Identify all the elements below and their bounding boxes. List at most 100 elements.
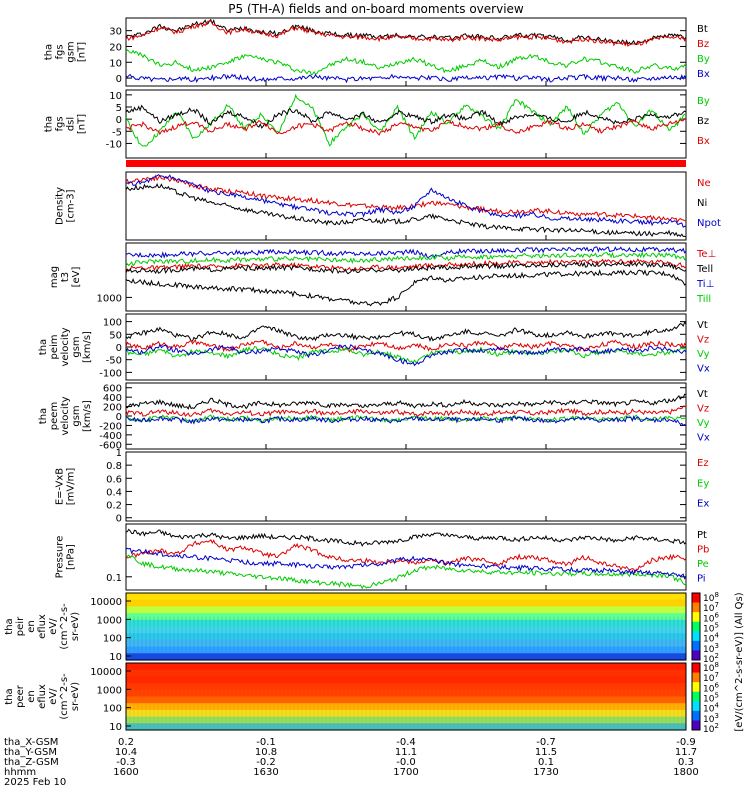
legend-entry: Vz bbox=[697, 335, 709, 346]
y-tick-label: 0.8 bbox=[106, 461, 122, 472]
panel-frame bbox=[125, 171, 687, 241]
y-tick-label: -5 bbox=[112, 127, 122, 138]
x-axis-value: -0.1 bbox=[256, 737, 276, 748]
series-line-Ti|| bbox=[125, 251, 687, 267]
y-tick-label: 0.2 bbox=[106, 501, 122, 512]
series-line-By bbox=[125, 49, 687, 76]
legend-entry: Pe bbox=[697, 559, 709, 570]
legend-entry: Ez bbox=[697, 458, 709, 469]
colorbar-segment bbox=[692, 621, 700, 632]
y-axis-label: fgs bbox=[55, 44, 66, 59]
x-axis-value: 11.7 bbox=[675, 747, 697, 758]
legend-entry: By bbox=[697, 96, 710, 107]
legend-entry: Vt bbox=[697, 320, 708, 331]
series-line-Te|| bbox=[125, 260, 687, 275]
y-axis-label: gsm bbox=[66, 41, 77, 62]
colorbar-segment bbox=[692, 602, 700, 613]
date-label: 2025 Feb 10 bbox=[4, 777, 66, 788]
series-line-Bz bbox=[125, 20, 687, 47]
spectrogram-band bbox=[126, 709, 686, 718]
panel-frame bbox=[125, 382, 687, 450]
y-axis-label: [cm-3] bbox=[66, 189, 77, 222]
y-axis-label: eV/ bbox=[48, 618, 59, 635]
y-axis-label: gsm bbox=[71, 405, 82, 426]
colorbar-segment bbox=[692, 672, 700, 683]
x-axis-value: -0.4 bbox=[396, 737, 416, 748]
y-axis-label: Density bbox=[55, 187, 66, 225]
colorbar-label: [eV/(cm^2-s-sr-eV)] (All Qs) bbox=[734, 592, 745, 731]
panel-density: Ne Ni Npot Density [cm-3] bbox=[55, 171, 721, 241]
x-axis-value: 11.1 bbox=[395, 747, 417, 758]
y-tick-label: 1 bbox=[116, 448, 122, 459]
legend-entry: By bbox=[697, 54, 710, 65]
x-axis-row-label: tha_Y-GSM bbox=[4, 747, 57, 758]
legend-entry: Ex bbox=[697, 499, 709, 510]
series-line-Ni bbox=[125, 183, 687, 238]
x-axis-value: 1730 bbox=[533, 767, 558, 778]
colorbar-segment bbox=[692, 663, 700, 674]
panel-peir-spectrogram: 10000 1000 100 10 tha peir en eflux eV/(cm^2-s-s… bbox=[4, 592, 687, 663]
x-axis-row-label: tha_X-GSM bbox=[4, 737, 58, 748]
y-axis-label: [nT] bbox=[77, 114, 88, 134]
y-tick-label: 1000 bbox=[97, 615, 122, 626]
spectrogram-band bbox=[126, 676, 686, 684]
y-tick-label: 10 bbox=[109, 652, 122, 663]
y-axis-label: [nT] bbox=[77, 42, 88, 62]
y-axis-label: eV/ bbox=[48, 688, 59, 705]
legend-entry: Tell bbox=[696, 264, 713, 275]
y-axis-label: t3 bbox=[60, 272, 71, 282]
y-axis-label: mag bbox=[49, 266, 60, 288]
y-axis-label: peir bbox=[15, 616, 26, 636]
y-axis-label: [eV] bbox=[71, 267, 82, 288]
series-line-Vt bbox=[125, 321, 687, 342]
x-axis-value: -0.7 bbox=[536, 737, 556, 748]
x-axis-row-label: hhmm bbox=[4, 767, 36, 778]
colorbar-segment bbox=[692, 720, 700, 731]
colorbar-segment bbox=[692, 650, 700, 661]
y-tick-label: 0.4 bbox=[106, 487, 122, 498]
x-axis-value: 0.2 bbox=[118, 737, 134, 748]
x-axis-block: tha_X-GSM 0.2 -0.1 -0.4 -0.7 -0.9 tha_Y-GSM 10.… bbox=[4, 737, 699, 788]
x-axis-value: 11.5 bbox=[535, 747, 557, 758]
series-line-Npot bbox=[125, 174, 687, 228]
x-axis-value: 1600 bbox=[113, 767, 138, 778]
spectrogram-band bbox=[126, 626, 686, 634]
spectrogram-band bbox=[126, 723, 686, 731]
spectrogram-band bbox=[126, 683, 686, 691]
y-axis-label: tha bbox=[38, 408, 49, 424]
y-axis-label: [km/s] bbox=[82, 331, 93, 363]
y-tick-label: 600 bbox=[103, 384, 122, 395]
x-axis-value: 0.1 bbox=[538, 757, 554, 768]
spectrogram-band bbox=[126, 613, 686, 621]
y-tick-label: 100 bbox=[103, 704, 122, 715]
legend-entry: Pi bbox=[697, 574, 706, 585]
legend-entry: Pt bbox=[697, 530, 707, 541]
y-tick-label: 0 bbox=[116, 412, 122, 423]
spectrogram-band bbox=[126, 689, 686, 698]
y-tick-label: -50 bbox=[106, 356, 122, 367]
y-tick-label: -10 bbox=[106, 139, 122, 150]
colorbar-frame bbox=[691, 592, 701, 661]
y-axis-label: E=-VxB bbox=[55, 468, 66, 505]
y-tick-label: 50 bbox=[109, 330, 122, 341]
legend-entry: Vz bbox=[697, 404, 709, 415]
series-line-Pi bbox=[125, 547, 687, 580]
x-axis-value: 10.4 bbox=[115, 747, 137, 758]
panel-fgs-mag: 0 10 20 30 Bt Bz By Bx tha fgs gsm [nT] bbox=[44, 17, 710, 87]
legend-entry: Ni bbox=[697, 198, 707, 209]
y-tick-label: 10 bbox=[109, 58, 122, 69]
colorbar-segment bbox=[692, 593, 700, 604]
y-axis-label: tha bbox=[44, 116, 55, 132]
series-line-Vt bbox=[125, 393, 687, 411]
panel-efield: 0 0.2 0.4 0.6 0.8 1 Ez Ey Ex E=-VxB [mV/m] bbox=[55, 448, 710, 525]
y-tick-label: 0.1 bbox=[106, 573, 122, 584]
y-axis-label: tha bbox=[38, 339, 49, 355]
x-axis-value: 1800 bbox=[673, 767, 698, 778]
y-axis-label: dsl bbox=[66, 117, 77, 131]
y-axis-label: peim bbox=[49, 334, 60, 359]
spectrogram-band bbox=[126, 599, 686, 607]
y-axis-label: en bbox=[26, 620, 37, 633]
y-axis-label: peem bbox=[49, 402, 60, 430]
series-line-Pt bbox=[125, 528, 687, 547]
